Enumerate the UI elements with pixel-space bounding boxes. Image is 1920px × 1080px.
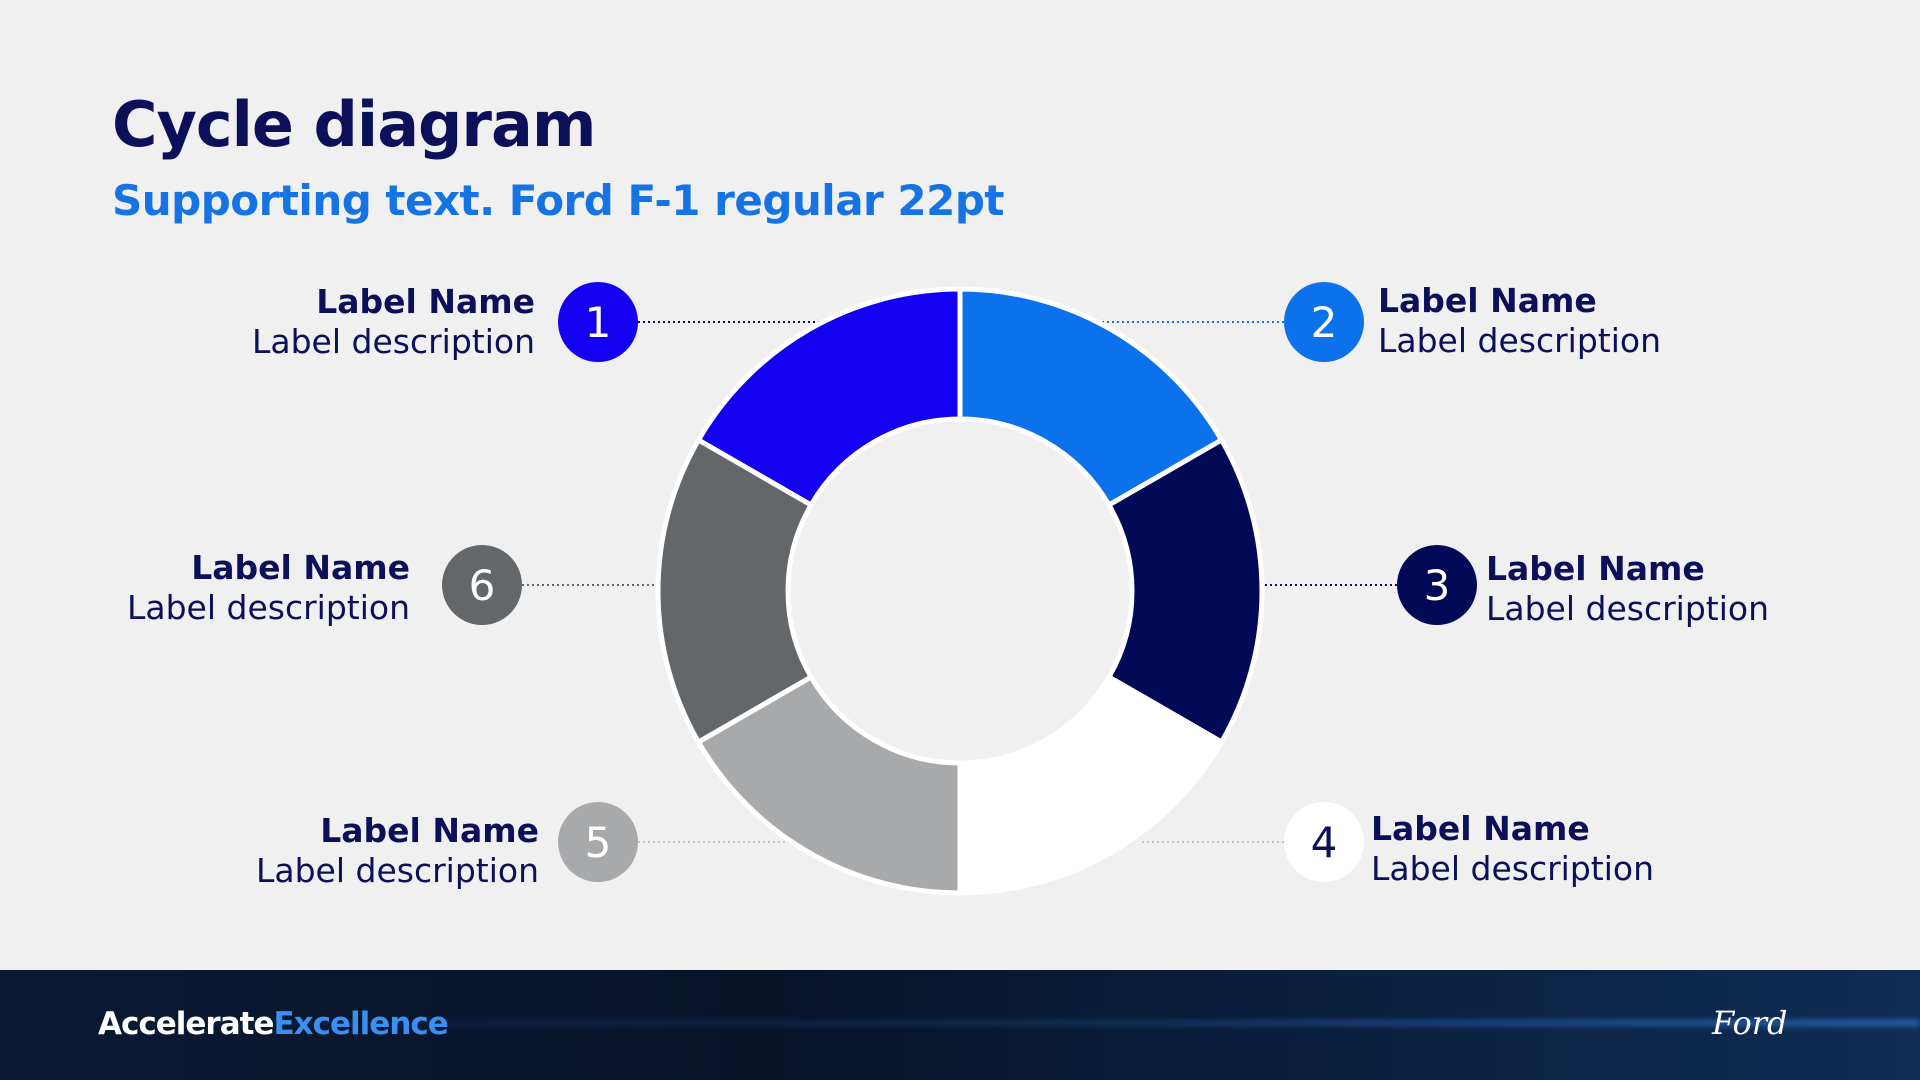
label-4-name: Label Name: [1371, 809, 1590, 848]
page-title: Cycle diagram: [112, 88, 596, 161]
number-marker-label-4: 4: [1311, 818, 1338, 867]
label-2-name: Label Name: [1378, 281, 1597, 320]
label-5: Label Name Label description: [179, 811, 539, 891]
footer-bar: AccelerateExcellence Ford: [0, 970, 1920, 1080]
label-3: Label Name Label description: [1486, 549, 1846, 629]
cycle-diagram: 1 2 3 4 5 6: [442, 282, 1477, 896]
cycle-segment-4: [957, 673, 1225, 896]
cycle-segment-3: [1105, 436, 1265, 746]
number-marker-label-6: 6: [469, 561, 496, 610]
label-6: Label Name Label description: [50, 548, 410, 628]
number-marker-label-3: 3: [1424, 561, 1451, 610]
cycle-segment-2: [957, 286, 1225, 509]
label-4-description: Label description: [1371, 849, 1654, 888]
label-3-name: Label Name: [1486, 549, 1705, 588]
cycle-segment-6: [655, 436, 815, 746]
label-5-name: Label Name: [320, 811, 539, 850]
brand-wordmark: AccelerateExcellence: [98, 1006, 449, 1042]
brand-word-1: Accelerate: [98, 1006, 274, 1042]
label-1-description: Label description: [252, 322, 535, 361]
brand-word-2: Excellence: [273, 1006, 448, 1042]
ford-logo: Ford: [1712, 1004, 1788, 1042]
number-marker-4: [1284, 802, 1364, 882]
label-2: Label Name Label description: [1378, 281, 1738, 361]
number-marker-label-2: 2: [1311, 298, 1338, 347]
cycle-segment-5: [695, 673, 963, 896]
footer-glow: [0, 1020, 1920, 1026]
number-marker-5: [558, 802, 638, 882]
page-subtitle: Supporting text. Ford F-1 regular 22pt: [112, 176, 1004, 225]
label-1-name: Label Name: [316, 282, 535, 321]
label-2-description: Label description: [1378, 321, 1661, 360]
label-3-description: Label description: [1486, 589, 1769, 628]
label-1: Label Name Label description: [175, 282, 535, 362]
number-marker-label-1: 1: [585, 298, 612, 347]
number-marker-6: [442, 545, 522, 625]
number-marker-3: [1397, 545, 1477, 625]
number-marker-label-5: 5: [585, 818, 612, 867]
label-4: Label Name Label description: [1371, 809, 1731, 889]
number-marker-2: [1284, 282, 1364, 362]
number-marker-1: [558, 282, 638, 362]
label-6-description: Label description: [127, 588, 410, 627]
cycle-segment-1: [695, 286, 963, 509]
label-6-name: Label Name: [191, 548, 410, 587]
label-5-description: Label description: [256, 851, 539, 890]
